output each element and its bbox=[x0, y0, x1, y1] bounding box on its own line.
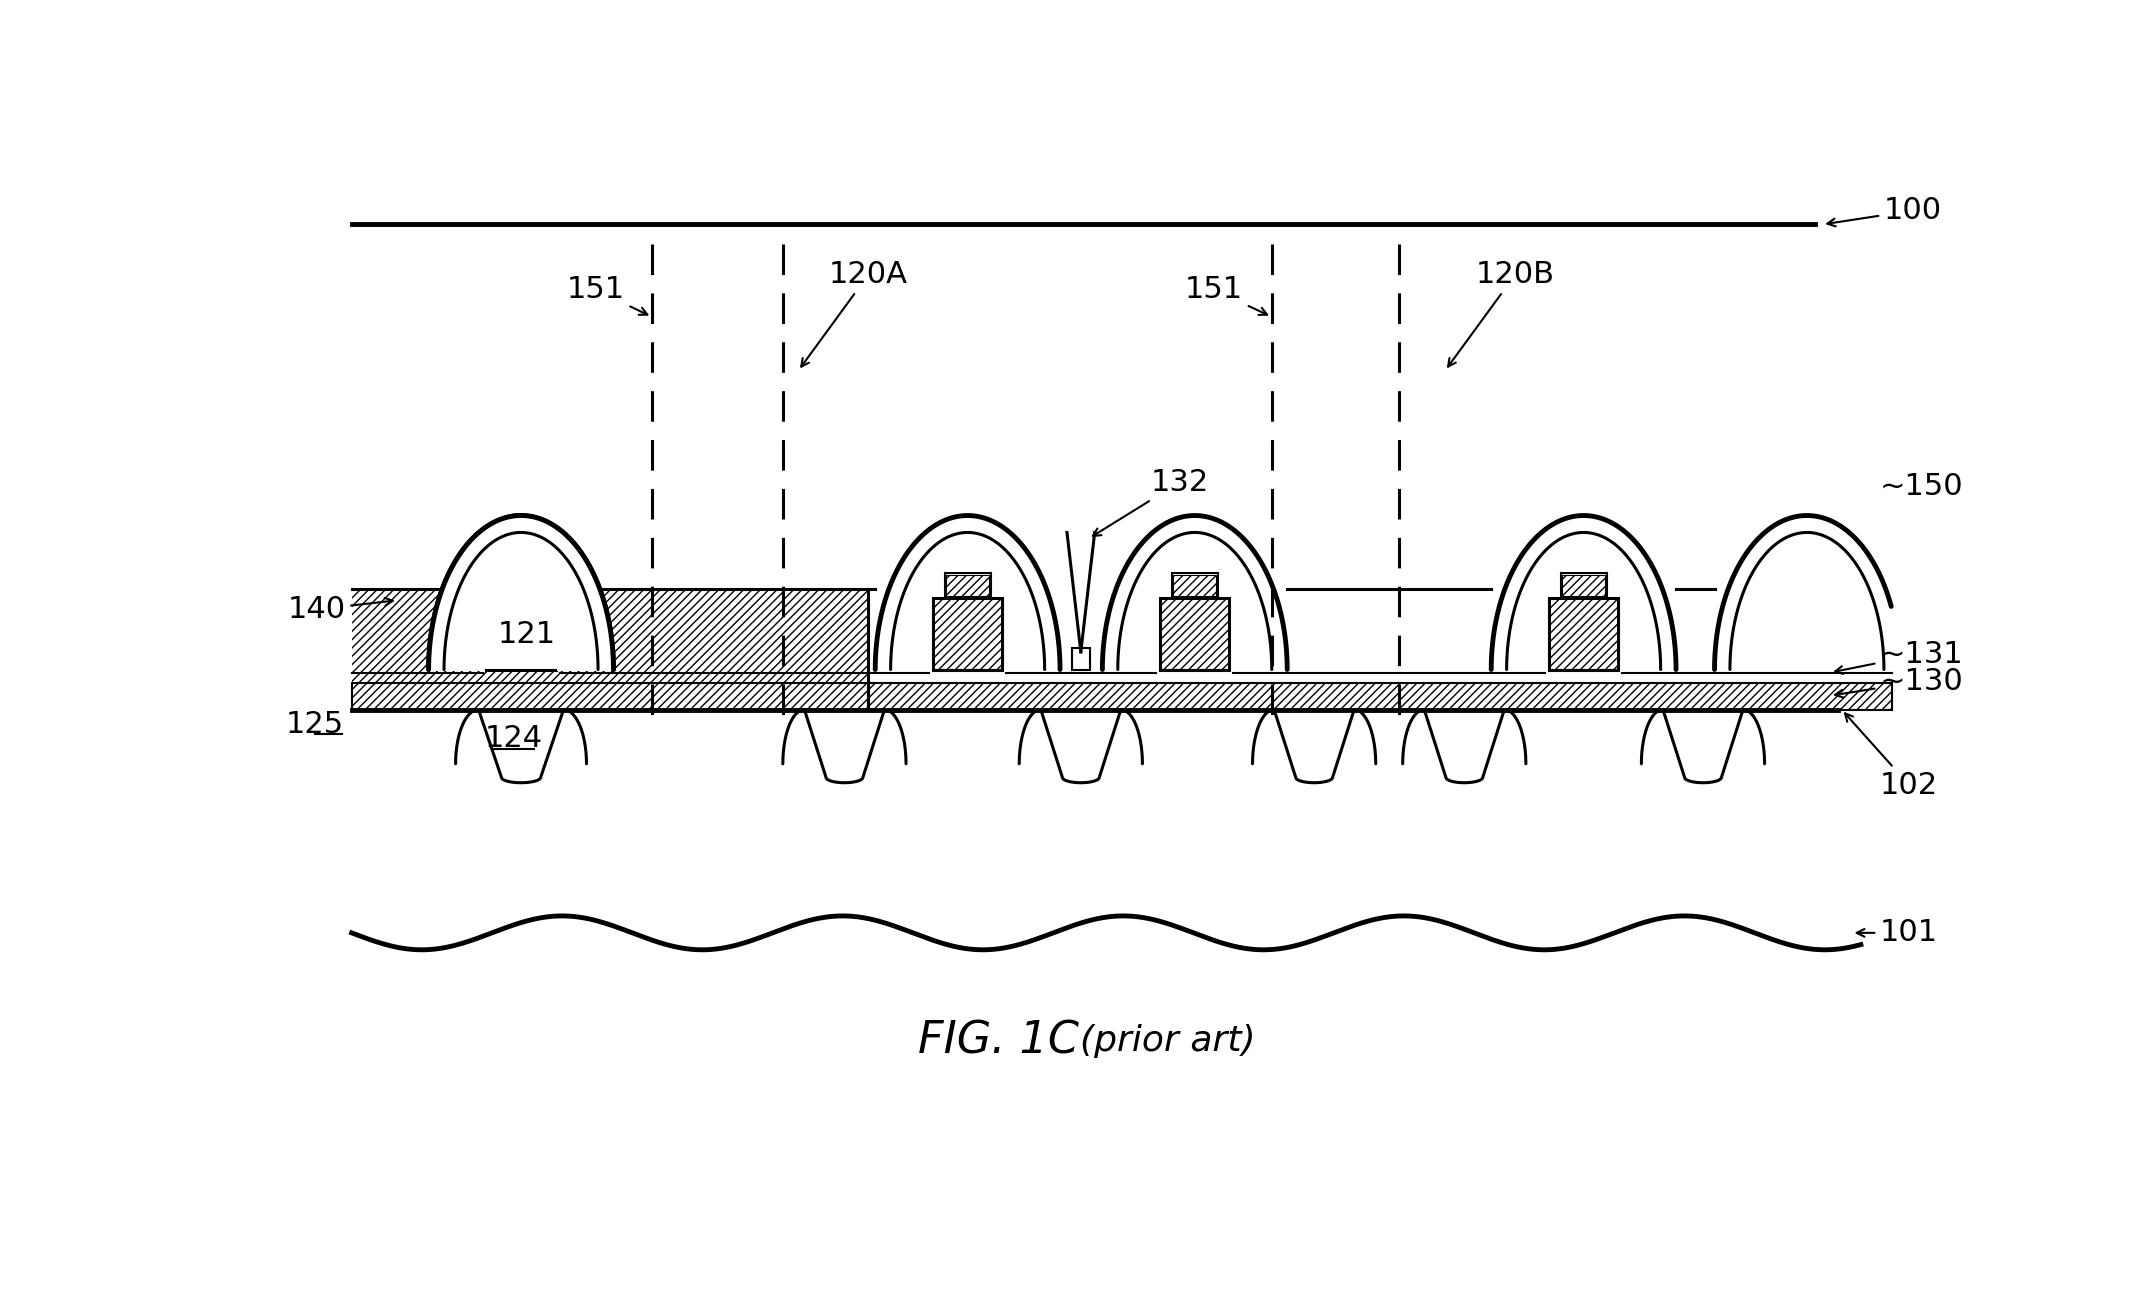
Polygon shape bbox=[431, 516, 612, 670]
Text: 102: 102 bbox=[1846, 714, 1939, 799]
Text: ~150: ~150 bbox=[1880, 472, 1964, 500]
Bar bbox=[946, 573, 991, 597]
Text: 151: 151 bbox=[1185, 275, 1267, 315]
Text: 151: 151 bbox=[567, 275, 648, 314]
Bar bbox=[500, 575, 543, 596]
Text: 140: 140 bbox=[286, 595, 392, 625]
Bar bbox=[487, 597, 556, 670]
Text: 132: 132 bbox=[1092, 468, 1208, 535]
Bar bbox=[1071, 648, 1090, 670]
Text: 125: 125 bbox=[286, 710, 345, 740]
Bar bbox=[1161, 597, 1230, 670]
Bar bbox=[1549, 597, 1618, 670]
Bar bbox=[351, 683, 1891, 710]
Text: 121: 121 bbox=[498, 619, 556, 649]
Text: ~130: ~130 bbox=[1835, 667, 1964, 697]
Text: FIG. 1C: FIG. 1C bbox=[918, 1019, 1079, 1062]
Bar bbox=[946, 575, 989, 596]
Text: 120B: 120B bbox=[1447, 260, 1555, 367]
Text: 120A: 120A bbox=[801, 260, 909, 367]
Bar bbox=[351, 588, 868, 710]
Text: ~131: ~131 bbox=[1835, 640, 1964, 674]
Text: 124: 124 bbox=[485, 724, 543, 754]
Text: (prior art): (prior art) bbox=[1079, 1024, 1256, 1058]
Bar bbox=[1559, 573, 1607, 597]
Bar bbox=[498, 573, 545, 597]
Bar bbox=[1562, 575, 1605, 596]
Text: 100: 100 bbox=[1827, 197, 1943, 226]
Bar bbox=[1172, 573, 1217, 597]
Bar bbox=[1174, 575, 1217, 596]
Text: 101: 101 bbox=[1857, 918, 1939, 948]
Bar bbox=[933, 597, 1002, 670]
